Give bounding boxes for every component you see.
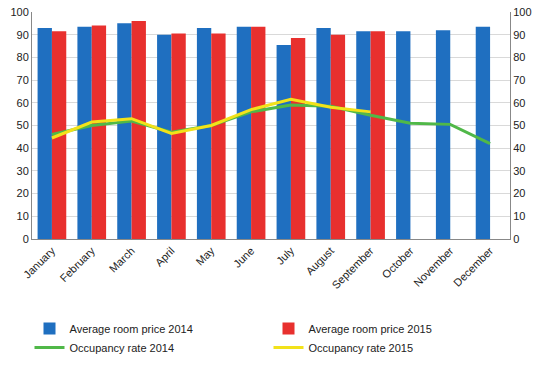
svg-text:Occupancy rate 2014: Occupancy rate 2014 [70, 342, 175, 354]
svg-text:July: July [274, 244, 297, 267]
svg-text:June: June [231, 245, 256, 270]
svg-text:90: 90 [513, 29, 525, 41]
svg-text:Average room price 2015: Average room price 2015 [309, 323, 432, 335]
svg-text:60: 60 [17, 97, 29, 109]
svg-text:Average room price 2014: Average room price 2014 [70, 323, 193, 335]
svg-text:50: 50 [17, 119, 29, 131]
svg-text:90: 90 [17, 29, 29, 41]
svg-text:100: 100 [10, 6, 28, 18]
svg-text:10: 10 [513, 210, 525, 222]
svg-text:30: 30 [17, 165, 29, 177]
svg-text:60: 60 [513, 97, 525, 109]
svg-text:March: March [107, 245, 137, 275]
svg-text:Occupancy rate 2015: Occupancy rate 2015 [309, 342, 414, 354]
svg-text:December: December [451, 244, 496, 289]
svg-text:January: January [21, 244, 58, 281]
svg-text:10: 10 [17, 210, 29, 222]
svg-text:100: 100 [513, 6, 531, 18]
svg-text:50: 50 [513, 119, 525, 131]
svg-text:70: 70 [513, 74, 525, 86]
svg-text:September: September [329, 244, 376, 291]
svg-text:80: 80 [17, 51, 29, 63]
svg-text:40: 40 [513, 142, 525, 154]
svg-text:20: 20 [513, 187, 525, 199]
svg-text:70: 70 [17, 74, 29, 86]
svg-text:0: 0 [513, 233, 519, 245]
svg-text:April: April [153, 245, 177, 269]
svg-text:20: 20 [17, 187, 29, 199]
svg-text:August: August [303, 245, 336, 278]
svg-text:October: October [380, 244, 416, 280]
svg-text:May: May [193, 244, 217, 268]
svg-text:40: 40 [17, 142, 29, 154]
svg-text:0: 0 [23, 233, 29, 245]
svg-text:80: 80 [513, 51, 525, 63]
svg-text:30: 30 [513, 165, 525, 177]
svg-text:November: November [411, 244, 456, 289]
svg-text:February: February [57, 244, 97, 284]
